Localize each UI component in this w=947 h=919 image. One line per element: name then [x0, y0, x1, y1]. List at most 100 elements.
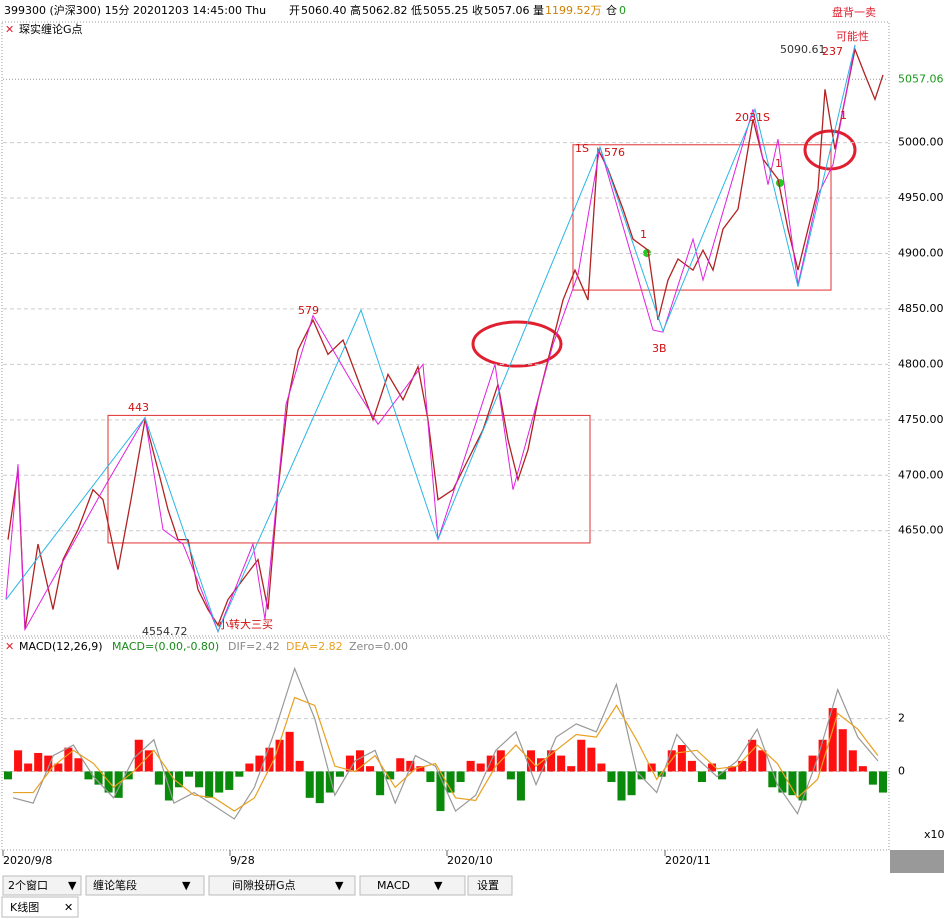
toolbar-button[interactable]: [359, 875, 466, 896]
toolbar-button[interactable]: [208, 875, 356, 896]
close-value: 5057.06: [484, 4, 530, 17]
x-tick-label: 9/28: [230, 854, 255, 867]
annotation: 1: [775, 157, 782, 170]
macd-bar: [506, 771, 515, 780]
dropdown-arrow[interactable]: ▼: [335, 879, 344, 892]
macd-bar: [396, 758, 405, 772]
macd-bar: [798, 771, 807, 801]
close-icon[interactable]: ✕: [5, 640, 14, 653]
macd-bar: [114, 771, 123, 798]
toolbar-button-label[interactable]: 间隙投研G点: [232, 878, 296, 892]
tab-close[interactable]: ✕: [64, 901, 73, 914]
open-value: 5060.40: [301, 4, 347, 17]
macd-title: MACD(12,26,9): [19, 640, 103, 653]
dropdown-arrow[interactable]: ▼: [434, 879, 443, 892]
macd-bar: [44, 755, 53, 772]
stroke-line: [5, 44, 856, 634]
macd-bar: [537, 758, 546, 772]
stroke-line: [5, 44, 856, 634]
macd-bar: [557, 755, 566, 772]
macd-bar: [718, 771, 727, 780]
annotation: 443: [128, 401, 149, 414]
annotation: 1: [640, 228, 647, 241]
macd-bar: [265, 747, 274, 772]
macd-bar: [456, 771, 465, 782]
open-label: 开: [289, 4, 300, 17]
macd-bar: [245, 763, 254, 772]
macd-bar: [74, 758, 83, 772]
macd-bar: [758, 750, 767, 772]
macd-bar: [818, 739, 827, 772]
toolbar-button[interactable]: [467, 875, 513, 896]
x-tick-label: 2020/11: [665, 854, 711, 867]
zhongshu-box: [572, 144, 832, 291]
annotation: 3B: [652, 342, 667, 355]
toolbar-button-label[interactable]: 设置: [477, 879, 499, 892]
macd-bar: [34, 752, 43, 772]
callout: 盘背一卖: [832, 5, 876, 19]
tab[interactable]: [1, 896, 79, 918]
macd-bar: [567, 766, 576, 772]
macd-bar: [94, 771, 103, 785]
y-tick-label: 4950.00: [898, 191, 944, 204]
macd-line: [13, 696, 879, 812]
toolbar-button-label[interactable]: 缠论笔段: [93, 878, 137, 892]
macd-bar: [305, 771, 314, 798]
y-tick-label: 4800.00: [898, 357, 944, 370]
macd-bar: [637, 771, 646, 780]
close-icon[interactable]: ✕: [5, 23, 14, 36]
macd-bar: [426, 771, 435, 782]
dropdown-arrow[interactable]: ▼: [68, 879, 77, 892]
position-value: 0: [619, 4, 626, 17]
annotation: 1: [840, 109, 847, 122]
toolbar-button-label[interactable]: MACD: [377, 879, 410, 892]
macd-frame: [1, 637, 890, 851]
macd-bar: [215, 771, 224, 793]
toolbar-button[interactable]: [2, 875, 82, 896]
macd-bar: [878, 771, 887, 793]
macd-bar: [225, 771, 234, 790]
high-label: 高: [350, 3, 361, 17]
y-tick-label: 4850.00: [898, 302, 944, 315]
y-tick-label: 0: [898, 764, 905, 777]
macd-bar: [677, 745, 686, 772]
unit-label: x10: [924, 828, 945, 841]
macd-bar: [84, 771, 93, 780]
macd-bar: [134, 739, 143, 772]
low-label: 低: [411, 4, 422, 17]
macd-bar: [848, 750, 857, 772]
annotation: 小转大三买: [218, 617, 273, 631]
high-value: 5062.82: [362, 4, 408, 17]
dea-legend: DEA=2.82: [286, 640, 343, 653]
macd-bar: [607, 771, 616, 782]
toolbar-button[interactable]: [85, 875, 205, 896]
macd-bar: [627, 771, 636, 796]
x-tick-label: 2020/10: [447, 854, 493, 867]
y-tick-label: 4650.00: [898, 524, 944, 537]
toolbar-button-label[interactable]: 2个窗口: [8, 878, 48, 892]
dropdown-arrow[interactable]: ▼: [182, 879, 191, 892]
macd-bar: [436, 771, 445, 812]
macd-bar: [24, 763, 33, 772]
macd-legend: MACD=(0.00,-0.80): [112, 640, 219, 653]
zhongshu-box: [107, 414, 591, 544]
volume-label: 量: [533, 4, 544, 17]
tab-label[interactable]: K线图: [10, 900, 39, 914]
macd-line: [12, 666, 879, 820]
macd-bar: [587, 747, 596, 772]
macd-bar: [325, 771, 334, 793]
macd-bar: [315, 771, 324, 804]
macd-bar: [617, 771, 626, 801]
main-frame: [1, 21, 890, 637]
callout: 可能性: [836, 29, 869, 43]
highlight-circle: [471, 320, 563, 368]
macd-bar: [285, 731, 294, 772]
x-tick-label: 2020/9/8: [3, 854, 52, 867]
signal-dot: [776, 179, 784, 187]
indicator-name: 琛实缠论G点: [19, 22, 83, 36]
macd-bar: [647, 763, 656, 772]
y-tick-label: 4700.00: [898, 468, 944, 481]
macd-bar: [516, 771, 525, 801]
corner-box: [890, 850, 944, 873]
